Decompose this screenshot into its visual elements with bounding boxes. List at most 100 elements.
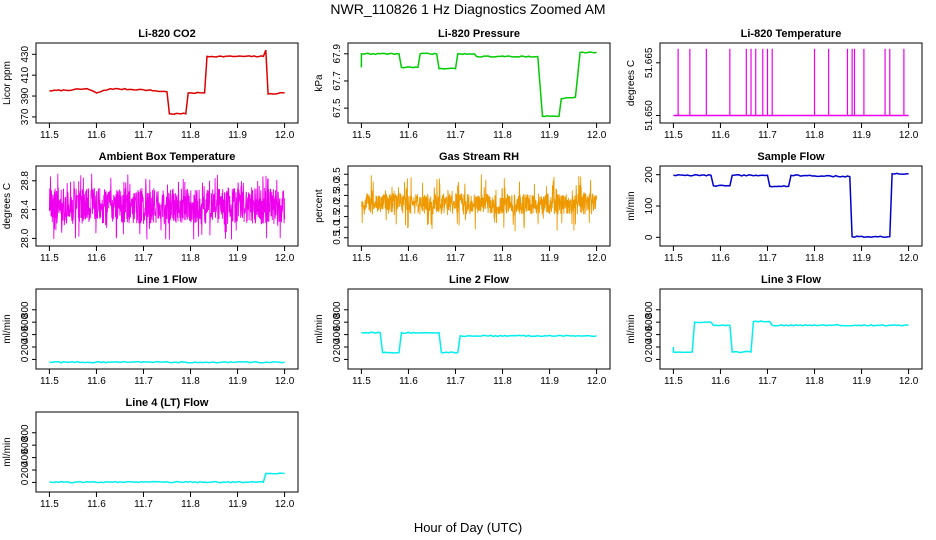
y-tick-label: 400 [332,326,343,343]
y-axis-label: degrees C [2,183,13,229]
panels: Li-820 CO2 11.5 11.6 11.7 11.8 11.9 12.0 370 390… [2,28,923,510]
panel-sample_flow: Sample Flow 11.5 11.6 11.7 11.8 11.9 12.0 0 100 2… [626,151,923,264]
x-tick-label: 11.9 [540,253,559,264]
y-tick-label: 2.5 [332,188,343,202]
x-tick-label: 11.6 [711,130,730,141]
x-tick-label: 11.6 [87,130,106,141]
x-tick-label: 11.5 [40,130,59,141]
x-tick-label: 11.9 [540,376,559,387]
panel-rh: Gas Stream RH 11.5 11.6 11.7 11.8 11.9 12.0 0.5… [314,151,611,264]
x-tick-label: 11.6 [399,130,418,141]
plot-frame [347,288,611,370]
x-tick-label: 11.5 [664,253,683,264]
data-layer [361,331,597,354]
y-tick-label: 600 [20,313,31,330]
x-tick-label: 12.0 [275,376,295,387]
y-tick-label: 370 [20,108,31,125]
plot-frame [35,411,299,493]
plot-frame [35,42,299,124]
y-tick-label: 0 [20,356,31,362]
y-tick-label: 400 [20,449,31,466]
plot-frame [659,42,923,124]
x-tick-label: 11.7 [446,376,465,387]
x-tick-label: 11.9 [540,130,559,141]
series-line [361,174,598,232]
data-layer [673,172,909,238]
data-layer [673,48,909,117]
data-layer [49,360,285,364]
y-tick-label: 67.5 [332,98,343,118]
data-layer [48,173,286,240]
y-tick-label: 0 [332,356,343,362]
panel-title: Li-820 CO2 [138,28,195,40]
x-tick-label: 12.0 [587,253,607,264]
y-tick-label: 0.5 [332,230,343,244]
series-line [49,360,285,364]
y-tick-label: 200 [644,338,655,355]
x-tick-label: 11.7 [758,253,777,264]
panel-title: Line 1 Flow [137,274,197,286]
y-tick-label: 28.4 [20,199,31,219]
x-tick-label: 11.9 [228,130,247,141]
y-axis-label: kPa [314,74,325,92]
x-tick-label: 11.9 [228,499,247,510]
series-line [672,320,909,354]
y-tick-label: 1.5 [332,209,343,223]
x-tick-label: 11.5 [664,130,683,141]
x-tick-label: 11.9 [852,253,871,264]
y-axis-label: ml/min [2,437,13,466]
x-tick-label: 12.0 [899,253,919,264]
panel-line2: Line 2 Flow 11.5 11.6 11.7 11.8 11.9 12.0 02004… [314,274,611,387]
x-axis-label: Hour of Day (UTC) [414,520,522,535]
y-tick-label: 0 [644,234,655,240]
x-tick-label: 11.7 [134,253,153,264]
x-tick-label: 11.5 [40,253,59,264]
x-tick-label: 11.6 [711,253,730,264]
series-line [361,331,597,354]
x-tick-label: 11.6 [87,376,106,387]
x-tick-label: 11.5 [40,376,59,387]
panel-box_temp: Ambient Box Temperature 11.5 11.6 11.7 11.8 1… [2,151,299,264]
panel-title: Gas Stream RH [439,151,519,163]
y-axis-label: ml/min [626,191,637,220]
y-tick-label: 51.665 [644,47,655,78]
y-axis-label: degrees C [626,60,637,106]
y-tick-label: 800 [20,424,31,441]
x-tick-label: 11.8 [805,376,824,387]
x-tick-label: 11.8 [493,376,512,387]
x-tick-label: 11.7 [134,130,153,141]
panel-title: Li-820 Temperature [741,28,842,40]
panel-title: Line 3 Flow [761,274,821,286]
x-tick-label: 11.9 [852,130,871,141]
y-tick-label: 600 [644,313,655,330]
y-tick-label: 67.7 [332,71,343,91]
x-tick-label: 11.6 [399,253,418,264]
y-tick-label: 67.9 [332,44,343,64]
y-tick-label: 100 [644,197,655,214]
y-tick-label: 200 [644,166,655,183]
y-tick-label: 600 [332,313,343,330]
x-tick-label: 11.8 [805,253,824,264]
panel-co2: Li-820 CO2 11.5 11.6 11.7 11.8 11.9 12.0 370 390… [2,28,299,141]
x-tick-label: 11.5 [352,376,371,387]
x-tick-label: 11.5 [664,376,683,387]
x-tick-label: 12.0 [275,499,295,510]
x-tick-label: 11.8 [493,253,512,264]
panel-title: Line 4 (LT) Flow [126,397,209,409]
y-tick-label: 200 [20,338,31,355]
y-tick-label: 390 [20,87,31,104]
x-tick-label: 11.6 [87,253,106,264]
x-tick-label: 11.5 [352,253,371,264]
x-tick-label: 12.0 [587,130,607,141]
data-layer [361,174,598,232]
x-tick-label: 11.8 [181,499,200,510]
panel-pressure: Li-820 Pressure 11.5 11.6 11.7 11.8 11.9 12.0 6… [314,28,611,141]
x-tick-label: 11.8 [181,376,200,387]
y-tick-label: 200 [332,338,343,355]
figure-title: NWR_110826 1 Hz Diagnostics Zoomed AM [330,1,605,17]
y-tick-label: 0 [20,479,31,485]
y-axis-label: percent [314,189,325,223]
series-line [48,173,286,240]
panel-title: Line 2 Flow [449,274,509,286]
